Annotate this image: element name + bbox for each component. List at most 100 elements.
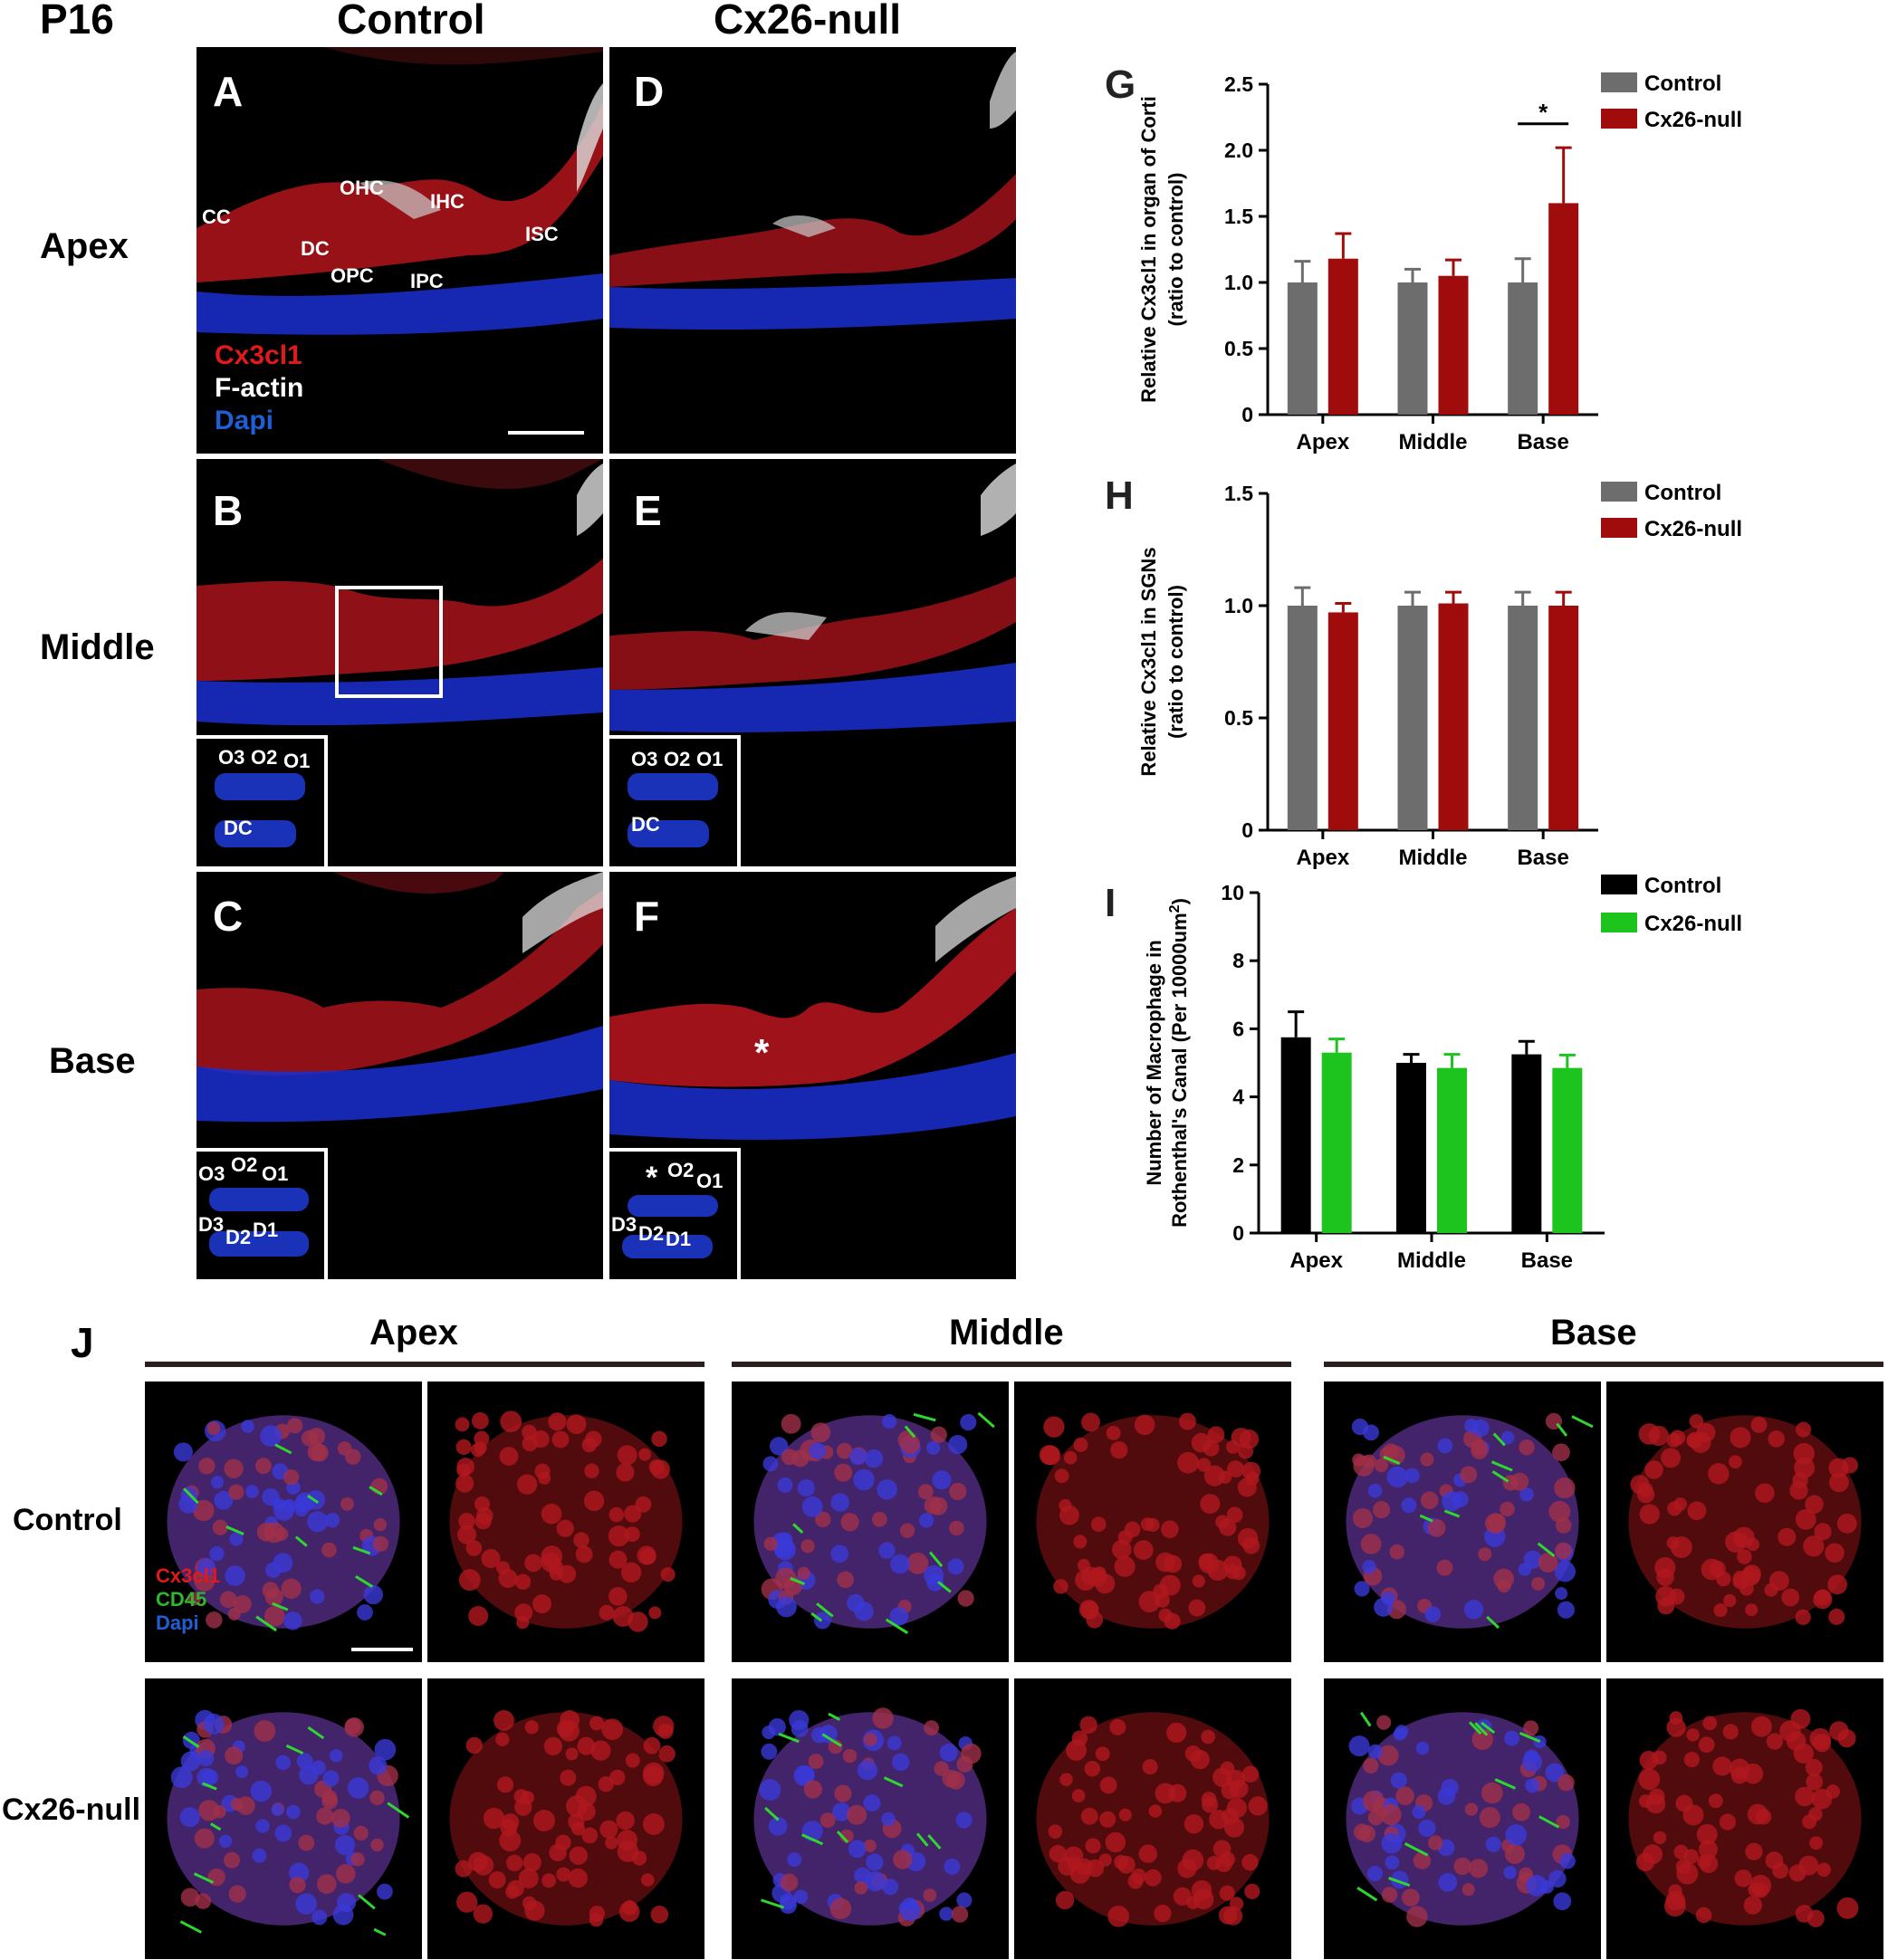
cell-nucleus	[1377, 1745, 1399, 1766]
cell-nucleus	[213, 1805, 226, 1819]
cell-nucleus	[842, 1748, 858, 1764]
j-row-label-control: Control	[13, 1503, 122, 1537]
j-stain-legend-cd45: CD45	[156, 1588, 207, 1611]
cell-nucleus	[589, 1716, 604, 1731]
cell-nucleus	[900, 1434, 920, 1455]
legend-swatch-cx26-null	[1601, 109, 1637, 129]
cell-nucleus	[533, 1810, 555, 1832]
bar-control-base	[1508, 606, 1538, 830]
panel-letter-e: E	[634, 487, 662, 534]
cell-nucleus	[886, 1735, 902, 1751]
j-cx3cl1-micrograph	[1014, 1382, 1291, 1662]
cell-nucleus	[1144, 1869, 1162, 1887]
bar-control-base	[1508, 282, 1538, 415]
y-tick-label: 4	[1232, 1085, 1244, 1109]
cell-nucleus	[624, 1526, 640, 1543]
cell-nucleus	[1134, 1414, 1155, 1436]
cell-nucleus	[1402, 1888, 1420, 1907]
cell-nucleus	[502, 1813, 520, 1831]
cd45-signal	[1419, 1514, 1433, 1523]
cell-nucleus	[1531, 1577, 1546, 1591]
cell-nucleus	[569, 1846, 588, 1865]
cell-nucleus	[465, 1540, 483, 1556]
y-tick-label: 2	[1232, 1153, 1244, 1177]
cell-nucleus	[1241, 1854, 1259, 1871]
legend-label-control: Control	[1644, 481, 1721, 505]
cd45-signal	[1443, 1509, 1461, 1518]
cell-nucleus	[1487, 1513, 1507, 1532]
bar-control-base	[1511, 1054, 1542, 1233]
j-row-label-cx26-null: Cx26-null	[2, 1793, 141, 1827]
bar-cx26-null-middle	[1438, 275, 1469, 415]
cell-nucleus	[344, 1717, 364, 1737]
cell-nucleus	[1363, 1790, 1385, 1812]
cell-nucleus	[1719, 1813, 1737, 1831]
y-tick-label: 1.5	[1224, 205, 1253, 228]
cell-nucleus	[1412, 1804, 1426, 1820]
cell-nucleus	[496, 1776, 514, 1793]
cell-nucleus	[1737, 1549, 1752, 1564]
cell-nucleus	[1360, 1534, 1382, 1554]
cd45-signal	[927, 1834, 942, 1850]
cell-nucleus	[1200, 1494, 1221, 1515]
cell-nucleus	[1661, 1448, 1682, 1468]
cell-nucleus	[296, 1753, 313, 1770]
cell-nucleus	[275, 1754, 292, 1771]
cell-nucleus	[465, 1736, 483, 1754]
j-tile-image	[753, 1707, 987, 1927]
cell-nucleus	[1683, 1849, 1699, 1864]
y-axis-label: (ratio to control)	[1164, 585, 1187, 739]
cell-nucleus	[198, 1800, 220, 1821]
stage-label: P16	[40, 0, 114, 43]
cell-nucleus	[1159, 1574, 1181, 1596]
cd45-signal	[790, 1577, 805, 1586]
x-tick-label: Base	[1517, 846, 1568, 870]
cell-nucleus	[946, 1771, 965, 1790]
cell-nucleus	[957, 1590, 974, 1607]
legend-swatch-control	[1601, 875, 1637, 894]
cell-nucleus	[781, 1413, 801, 1434]
cd45-signal	[937, 1581, 952, 1593]
cell-nucleus	[955, 1812, 973, 1829]
cell-nucleus	[1354, 1581, 1370, 1597]
cell-nucleus	[524, 1554, 542, 1573]
cell-nucleus	[273, 1500, 294, 1521]
cell-nucleus	[273, 1553, 293, 1573]
cell-nucleus	[1381, 1887, 1398, 1903]
y-tick-label: 0	[1241, 403, 1253, 426]
cd45-signal	[210, 1822, 222, 1831]
cell-nucleus	[1781, 1588, 1800, 1607]
cell-nucleus	[1367, 1744, 1383, 1759]
cell-nucleus	[857, 1760, 878, 1781]
legend-label-cx26-null: Cx26-null	[1644, 517, 1742, 541]
cell-nucleus	[612, 1606, 634, 1627]
cell-nucleus	[1395, 1786, 1414, 1805]
cell-nucleus	[473, 1904, 494, 1924]
cell-nucleus	[1059, 1505, 1079, 1525]
cell-nucleus	[1805, 1758, 1823, 1776]
cell-nucleus	[1555, 1542, 1572, 1560]
cell-nucleus	[956, 1755, 973, 1773]
cell-nucleus	[198, 1458, 216, 1475]
cell-nucleus	[1066, 1739, 1088, 1761]
inset-label-o1: O1	[283, 750, 311, 772]
panel-letter-i: I	[1105, 881, 1116, 925]
cell-nucleus	[294, 1503, 309, 1517]
cell-nucleus	[761, 1743, 778, 1760]
cell-nucleus	[1683, 1752, 1700, 1768]
cell-nucleus	[1048, 1824, 1063, 1839]
cell-nucleus	[224, 1458, 244, 1478]
cell-nucleus	[573, 1532, 589, 1548]
bar-cx26-null-apex	[1327, 258, 1358, 415]
cell-nucleus	[350, 1852, 365, 1867]
cell-nucleus	[1523, 1720, 1539, 1736]
cell-nucleus	[787, 1852, 802, 1868]
j-divider-base	[1324, 1362, 1883, 1367]
cell-nucleus	[1512, 1802, 1531, 1821]
cell-nucleus	[800, 1539, 815, 1554]
cell-nucleus	[295, 1893, 317, 1915]
cell-nucleus	[255, 1819, 270, 1833]
cell-nucleus	[1554, 1477, 1576, 1499]
y-axis-label: Relative Cx3cl1 in SGNs	[1137, 547, 1160, 776]
cell-nucleus	[810, 1422, 831, 1443]
